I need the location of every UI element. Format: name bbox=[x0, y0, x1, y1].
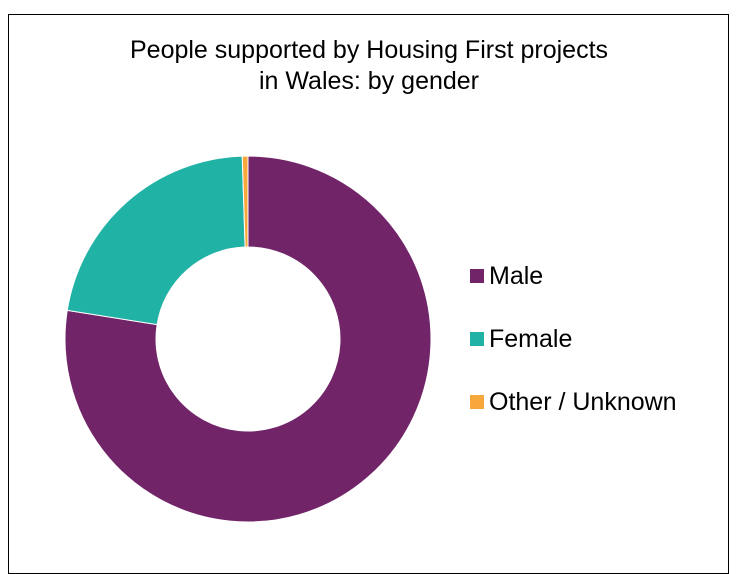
legend-swatch-female bbox=[470, 332, 484, 346]
legend-item-male: Male bbox=[470, 262, 543, 290]
chart-title-line-1: People supported by Housing First projec… bbox=[129, 36, 609, 64]
legend-swatch-other-unknown bbox=[470, 395, 484, 409]
chart-title-line-2: in Wales: by gender bbox=[258, 67, 480, 95]
slice-other-unknown bbox=[241, 155, 249, 248]
slice-female bbox=[66, 155, 246, 326]
slice-male bbox=[64, 155, 432, 523]
legend-item-other-unknown: Other / Unknown bbox=[470, 388, 677, 416]
legend-label-male: Male bbox=[489, 262, 544, 290]
legend-label-female: Female bbox=[489, 325, 573, 353]
chart-title: People supported by Housing First projec… bbox=[0, 35, 738, 97]
legend-item-female: Female bbox=[470, 325, 572, 353]
legend-label-other-unknown: Other / Unknown bbox=[489, 388, 677, 416]
legend-swatch-male bbox=[470, 269, 484, 283]
